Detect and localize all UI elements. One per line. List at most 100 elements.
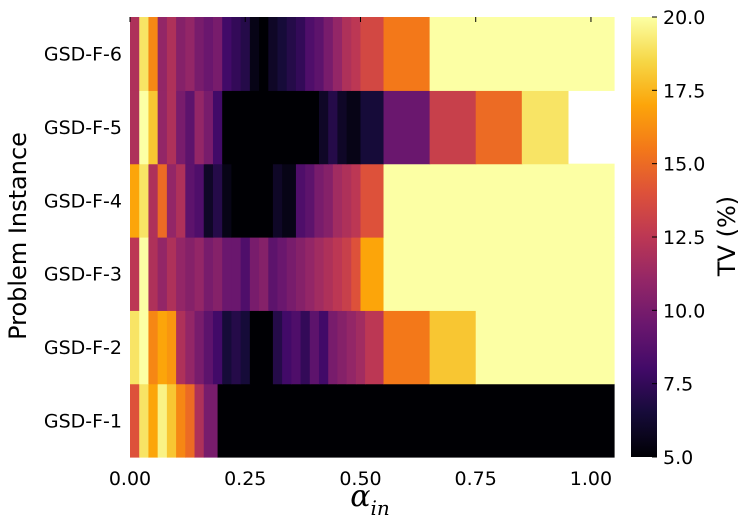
heatmap-cell (337, 90, 348, 165)
heatmap-cell (429, 90, 477, 165)
heatmap-cell (203, 310, 214, 385)
heatmap-cell (166, 237, 177, 311)
heatmap-cell (203, 383, 219, 458)
heatmap-cell (323, 17, 334, 91)
heatmap-cell (139, 383, 150, 458)
heatmap-cell (176, 163, 186, 238)
y-tick-label: GSD-F-5 (44, 117, 122, 139)
heatmap-cell (351, 17, 362, 91)
colorbar-tick-label: 15.0 (663, 154, 705, 176)
heatmap-cell (212, 17, 223, 91)
heatmap-cell (314, 163, 325, 238)
heatmap-cell (203, 237, 214, 311)
heatmap-cell (346, 310, 357, 385)
y-axis-label: Problem Instance (4, 132, 32, 340)
y-tick-labels: GSD-F-1 GSD-F-2 GSD-F-3 GSD-F-4 GSD-F-5 GSD-F… (44, 44, 122, 433)
heatmap-cell (194, 163, 205, 238)
heatmap-cell (249, 237, 260, 311)
heatmap-cell (185, 310, 196, 385)
colorbar-tick-label: 20.0 (663, 7, 705, 29)
heatmap-cell (300, 310, 311, 385)
heatmap-cell (383, 17, 431, 91)
heatmap-cell (157, 90, 168, 165)
heatmap-cell (259, 237, 269, 311)
heatmap-cell (176, 383, 186, 458)
heatmap-cell (318, 90, 329, 165)
heatmap-cell (148, 163, 159, 238)
heatmap-cell (272, 310, 283, 385)
heatmap-cell (360, 90, 385, 165)
heatmap-cell (291, 310, 302, 385)
heatmap-cell (148, 17, 159, 91)
x-axis-label: αin (350, 479, 390, 520)
heatmap-cell (139, 17, 150, 91)
heatmap-cell (475, 310, 615, 385)
heatmap-cell (222, 163, 233, 238)
heatmap-cell (295, 237, 306, 311)
heatmap-cell (429, 310, 477, 385)
colorbar-label: TV (%) (713, 196, 741, 277)
heatmap-cell (139, 163, 150, 238)
heatmap-cell (295, 17, 306, 91)
y-tick-label: GSD-F-4 (44, 190, 122, 212)
heatmap-cell (185, 237, 196, 311)
heatmap-cell (337, 310, 348, 385)
heatmap-cell (176, 310, 186, 385)
heatmap-cell (157, 17, 168, 91)
heatmap-cell (130, 383, 140, 458)
heatmap-cell (305, 163, 315, 238)
heatmap-cell (222, 237, 233, 311)
heatmap-cell (305, 17, 315, 91)
x-tick-label: 0.50 (339, 468, 381, 490)
heatmap-cell (194, 237, 205, 311)
heatmap-cell (475, 90, 523, 165)
heatmap-cell (332, 237, 343, 311)
heatmap-cell (521, 90, 569, 165)
heatmap-cell (203, 90, 214, 165)
heatmap-cell (332, 163, 343, 238)
x-axis-label-sub: in (370, 496, 389, 520)
y-tick-label: GSD-F-6 (44, 44, 122, 66)
heatmap-cell (231, 310, 242, 385)
heatmap-cell (166, 163, 177, 238)
heatmap-cell (342, 163, 352, 238)
heatmap-cell (240, 237, 251, 311)
x-tick-label: 0.00 (109, 468, 151, 490)
heatmap-cell (323, 163, 334, 238)
heatmap-cell (272, 163, 283, 238)
heatmap-cell (249, 17, 260, 91)
heatmap-cell (194, 90, 205, 165)
heatmap-cell (355, 310, 366, 385)
heatmap-cell (249, 310, 274, 385)
heatmap-cell (203, 17, 214, 91)
y-tick-label: GSD-F-3 (44, 264, 122, 286)
heatmap-cell (351, 237, 362, 311)
heatmap-cell (212, 163, 223, 238)
y-tick-label: GSD-F-2 (44, 337, 122, 359)
heatmap-cell (318, 310, 329, 385)
heatmap-cell (130, 90, 140, 165)
heatmap-cell (240, 17, 251, 91)
heatmap-cell (222, 17, 233, 91)
heatmap-cell (360, 237, 385, 311)
x-axis-label-main: α (350, 479, 370, 514)
heatmap-cell (148, 90, 159, 165)
heatmap-cell (176, 90, 186, 165)
heatmap-cell (383, 237, 615, 311)
heatmap-cell (240, 310, 251, 385)
heatmap-cell (314, 17, 325, 91)
heatmap-cell (194, 310, 205, 385)
heatmap-cell (139, 237, 150, 311)
heatmap-cell (383, 163, 615, 238)
colorbar-tick-label: 5.0 (663, 447, 693, 469)
heatmap-cell (157, 383, 168, 458)
heatmap-cell (185, 17, 196, 91)
heatmap-cell (383, 90, 431, 165)
heatmap-cells (130, 17, 615, 458)
heatmap-cell (222, 310, 233, 385)
colorbar-ticks: 5.0 7.5 10.0 12.5 15.0 17.5 20.0 (652, 7, 705, 469)
colorbar-tick-label: 17.5 (663, 80, 705, 102)
heatmap-cell (139, 310, 150, 385)
heatmap-cell (383, 310, 431, 385)
